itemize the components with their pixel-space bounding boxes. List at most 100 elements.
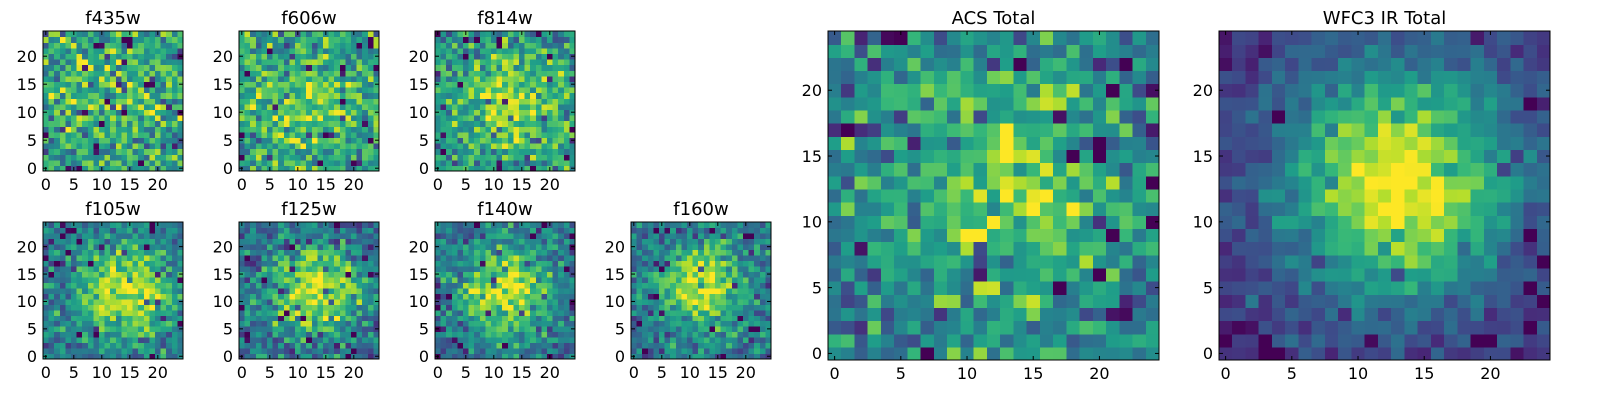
heatmap-cell xyxy=(143,265,150,272)
heatmap-cell xyxy=(468,222,475,229)
heatmap-cell xyxy=(250,260,257,267)
heatmap-cell xyxy=(306,59,313,66)
heatmap-cell xyxy=(737,348,744,355)
heatmap-cell xyxy=(759,320,766,327)
heatmap-cell xyxy=(451,137,458,144)
heatmap-cell xyxy=(155,243,162,250)
heatmap-cell xyxy=(519,59,526,66)
heatmap-cell xyxy=(474,81,481,88)
heatmap-cell xyxy=(726,298,733,305)
heatmap-cell xyxy=(244,165,251,172)
heatmap-cell xyxy=(474,92,481,99)
heatmap-cell xyxy=(54,309,61,316)
heatmap-cell xyxy=(115,103,122,110)
heatmap-cell xyxy=(547,342,554,349)
heatmap-cell xyxy=(362,320,369,327)
heatmap-cell xyxy=(1026,188,1041,203)
heatmap-cell xyxy=(48,120,55,127)
x-tick-label: 10 xyxy=(92,175,112,194)
heatmap-cell xyxy=(960,215,975,229)
heatmap-cell xyxy=(328,42,335,49)
heatmap-cell xyxy=(507,238,514,245)
heatmap-cell xyxy=(250,115,257,122)
heatmap-cell xyxy=(272,348,279,355)
heatmap-cell xyxy=(334,298,341,305)
heatmap-cell xyxy=(1026,307,1041,322)
heatmap-cell xyxy=(1119,346,1134,361)
heatmap-cell xyxy=(535,131,542,138)
heatmap-cell xyxy=(547,265,554,272)
heatmap-cell xyxy=(1132,228,1147,243)
heatmap-cell xyxy=(311,337,318,344)
heatmap-cell xyxy=(636,282,643,289)
heatmap-cell xyxy=(642,315,649,322)
heatmap-cell xyxy=(43,238,50,245)
heatmap-cell xyxy=(552,227,559,234)
heatmap-cell xyxy=(642,337,649,344)
heatmap-cell xyxy=(121,315,128,322)
heatmap-cell xyxy=(110,287,117,294)
heatmap-cell xyxy=(519,126,526,133)
heatmap-cell xyxy=(93,232,100,240)
heatmap-cell xyxy=(323,115,330,122)
heatmap-cell xyxy=(552,109,559,116)
heatmap-cell xyxy=(334,353,341,360)
heatmap-cell xyxy=(59,249,66,256)
heatmap-cell xyxy=(502,298,509,305)
heatmap-cell xyxy=(457,47,464,54)
heatmap-cell xyxy=(160,254,167,261)
heatmap-cell xyxy=(87,320,94,327)
heatmap-cell xyxy=(485,109,492,116)
heatmap-cell xyxy=(681,353,688,360)
heatmap-cell xyxy=(507,326,514,333)
heatmap-cell xyxy=(530,243,537,250)
heatmap-cell xyxy=(547,120,554,127)
heatmap-cell xyxy=(765,337,772,344)
heatmap-cell xyxy=(519,137,526,144)
heatmap-cell xyxy=(306,42,313,49)
heatmap-cell xyxy=(754,293,761,300)
heatmap-cell xyxy=(272,59,279,66)
heatmap-cell xyxy=(1145,333,1160,348)
heatmap-cell xyxy=(115,143,122,150)
heatmap-cell xyxy=(541,353,548,360)
heatmap-cell xyxy=(138,227,145,234)
heatmap-cell xyxy=(166,98,173,105)
heatmap-cell xyxy=(311,115,318,122)
heatmap-cell xyxy=(166,238,173,245)
heatmap-cell xyxy=(356,353,363,360)
heatmap-cell xyxy=(513,148,520,155)
heatmap-cell xyxy=(759,271,766,278)
heatmap-cell xyxy=(323,59,330,66)
heatmap-cell xyxy=(647,227,654,234)
heatmap-cell xyxy=(491,309,498,316)
heatmap-cell xyxy=(110,238,117,245)
heatmap-cell xyxy=(250,348,257,355)
heatmap-cell xyxy=(65,265,72,272)
heatmap-cell xyxy=(87,238,94,245)
heatmap-cell xyxy=(986,175,1001,190)
heatmap-cell xyxy=(99,315,106,322)
heatmap-cell xyxy=(446,137,453,144)
heatmap-cell xyxy=(362,81,369,88)
heatmap-cell xyxy=(171,165,178,172)
heatmap-cell xyxy=(703,238,710,245)
heatmap-cell xyxy=(71,42,78,49)
heatmap-cell xyxy=(496,126,503,133)
heatmap-cell xyxy=(474,227,481,234)
heatmap-cell xyxy=(558,59,565,66)
heatmap-cell xyxy=(160,287,167,294)
heatmap-cell xyxy=(474,293,481,300)
heatmap-cell xyxy=(451,342,458,349)
heatmap-cell xyxy=(547,36,554,43)
heatmap-cell xyxy=(160,243,167,250)
heatmap-cell xyxy=(642,222,649,229)
heatmap-cell xyxy=(267,131,274,138)
heatmap-cell xyxy=(121,154,128,161)
heatmap-cell xyxy=(171,260,178,267)
heatmap-cell xyxy=(563,232,570,240)
heatmap-cell xyxy=(552,47,559,54)
heatmap-cell xyxy=(149,227,156,234)
heatmap-cell xyxy=(894,307,909,322)
heatmap-cell xyxy=(670,315,677,322)
